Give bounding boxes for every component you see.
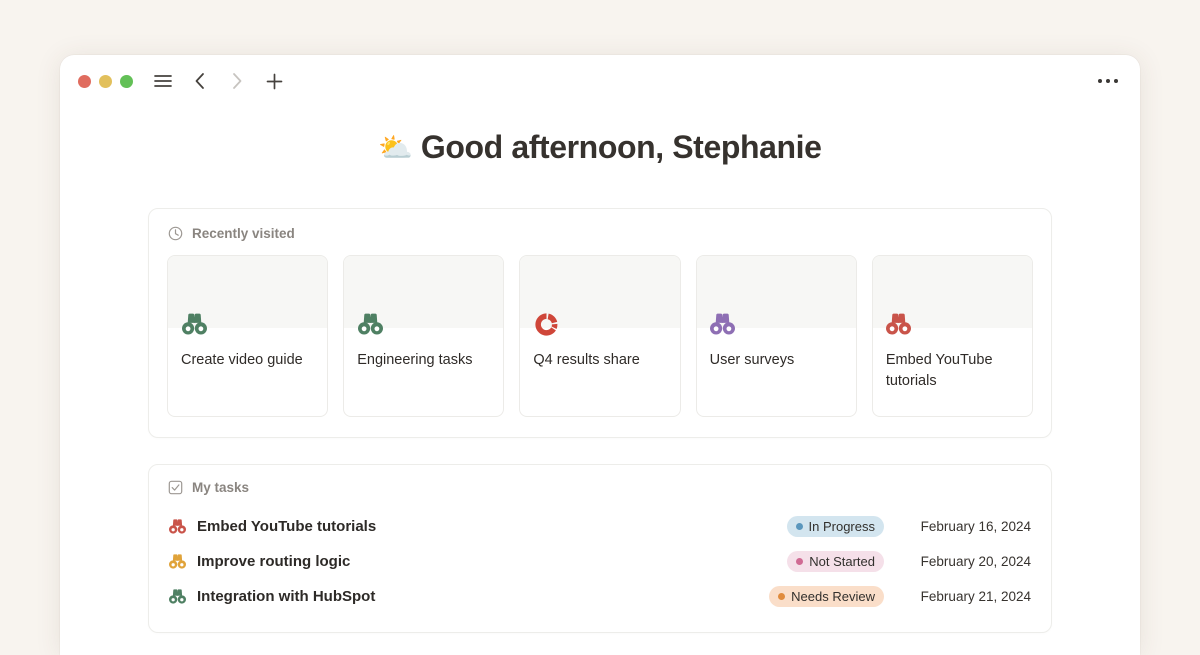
my-tasks-label: My tasks (192, 479, 250, 495)
binoculars-icon (180, 310, 208, 338)
status-badge[interactable]: Not Started (787, 551, 884, 572)
status-badge[interactable]: Needs Review (769, 586, 884, 607)
checkbox-icon (167, 479, 183, 495)
binoculars-icon (169, 588, 186, 605)
card-body: Embed YouTube tutorials (873, 313, 1032, 416)
card-body: Engineering tasks (344, 313, 503, 416)
card-title: Create video guide (181, 352, 303, 368)
card-title: User surveys (709, 352, 795, 368)
status-label: Not Started (809, 554, 875, 569)
my-tasks-header: My tasks (167, 479, 1033, 495)
close-button[interactable] (78, 74, 91, 88)
my-tasks-section: My tasks Embed YouTube tutorials In Prog… (148, 464, 1052, 633)
recently-visited-cards: Create video guide (167, 255, 1034, 417)
card-body: Q4 results share (520, 312, 679, 416)
task-title: Embed YouTube tutorials (197, 518, 377, 535)
donut-chart-icon (532, 310, 560, 338)
task-date: February 16, 2024 (920, 519, 1031, 534)
binoculars-icon (169, 553, 186, 570)
task-title: Integration with HubSpot (197, 588, 376, 605)
status-label: Needs Review (791, 589, 875, 604)
greeting-text: Good afternoon, Stephanie (420, 129, 822, 165)
status-dot (795, 523, 803, 530)
back-icon[interactable] (190, 71, 210, 91)
new-page-icon[interactable] (264, 71, 284, 91)
status-badge[interactable]: In Progress (786, 516, 884, 537)
table-row[interactable]: Improve routing logic Not Started Februa… (167, 544, 1033, 579)
recent-card[interactable]: Embed YouTube tutorials (871, 255, 1034, 417)
table-row[interactable]: Embed YouTube tutorials In Progress Febr… (167, 509, 1033, 544)
card-title: Q4 results share (533, 352, 640, 368)
task-date: February 21, 2024 (920, 589, 1031, 604)
binoculars-icon (356, 310, 384, 338)
card-title: Embed YouTube tutorials (885, 352, 993, 390)
recently-visited-header: Recently visited (167, 225, 1033, 241)
card-title: Engineering tasks (357, 352, 473, 368)
page-title: ⛅ Good afternoon, Stephanie (60, 129, 1140, 166)
recently-visited-section: Recently visited (148, 208, 1052, 438)
card-cover (520, 256, 680, 328)
app-window: ⛅ Good afternoon, Stephanie Recently vis… (60, 55, 1140, 655)
task-date: February 20, 2024 (920, 554, 1031, 569)
task-title: Improve routing logic (197, 553, 351, 570)
status-label: In Progress (808, 519, 875, 534)
binoculars-icon (169, 518, 186, 535)
maximize-button[interactable] (120, 74, 133, 88)
recent-card[interactable]: Engineering tasks (343, 255, 505, 417)
status-dot (796, 558, 804, 565)
more-options-icon[interactable] (1098, 79, 1118, 83)
clock-icon (167, 225, 183, 241)
recent-card[interactable]: Create video guide (167, 255, 329, 417)
binoculars-icon (885, 310, 913, 338)
sidebar-toggle-icon[interactable] (153, 71, 173, 91)
recently-visited-label: Recently visited (192, 225, 295, 241)
navigation-controls (153, 71, 284, 91)
status-dot (778, 593, 786, 600)
title-bar (60, 55, 1140, 107)
table-row[interactable]: Integration with HubSpot Needs Review Fe… (167, 579, 1033, 614)
card-body: User surveys (697, 313, 856, 416)
sun-behind-cloud-icon: ⛅ (378, 131, 413, 163)
card-body: Create video guide (168, 313, 327, 416)
recent-card[interactable]: User surveys (695, 255, 857, 417)
window-controls (78, 74, 133, 88)
minimize-button[interactable] (99, 74, 112, 88)
forward-icon[interactable] (227, 71, 247, 91)
recent-card[interactable]: Q4 results share (519, 255, 681, 417)
binoculars-icon (709, 310, 737, 338)
